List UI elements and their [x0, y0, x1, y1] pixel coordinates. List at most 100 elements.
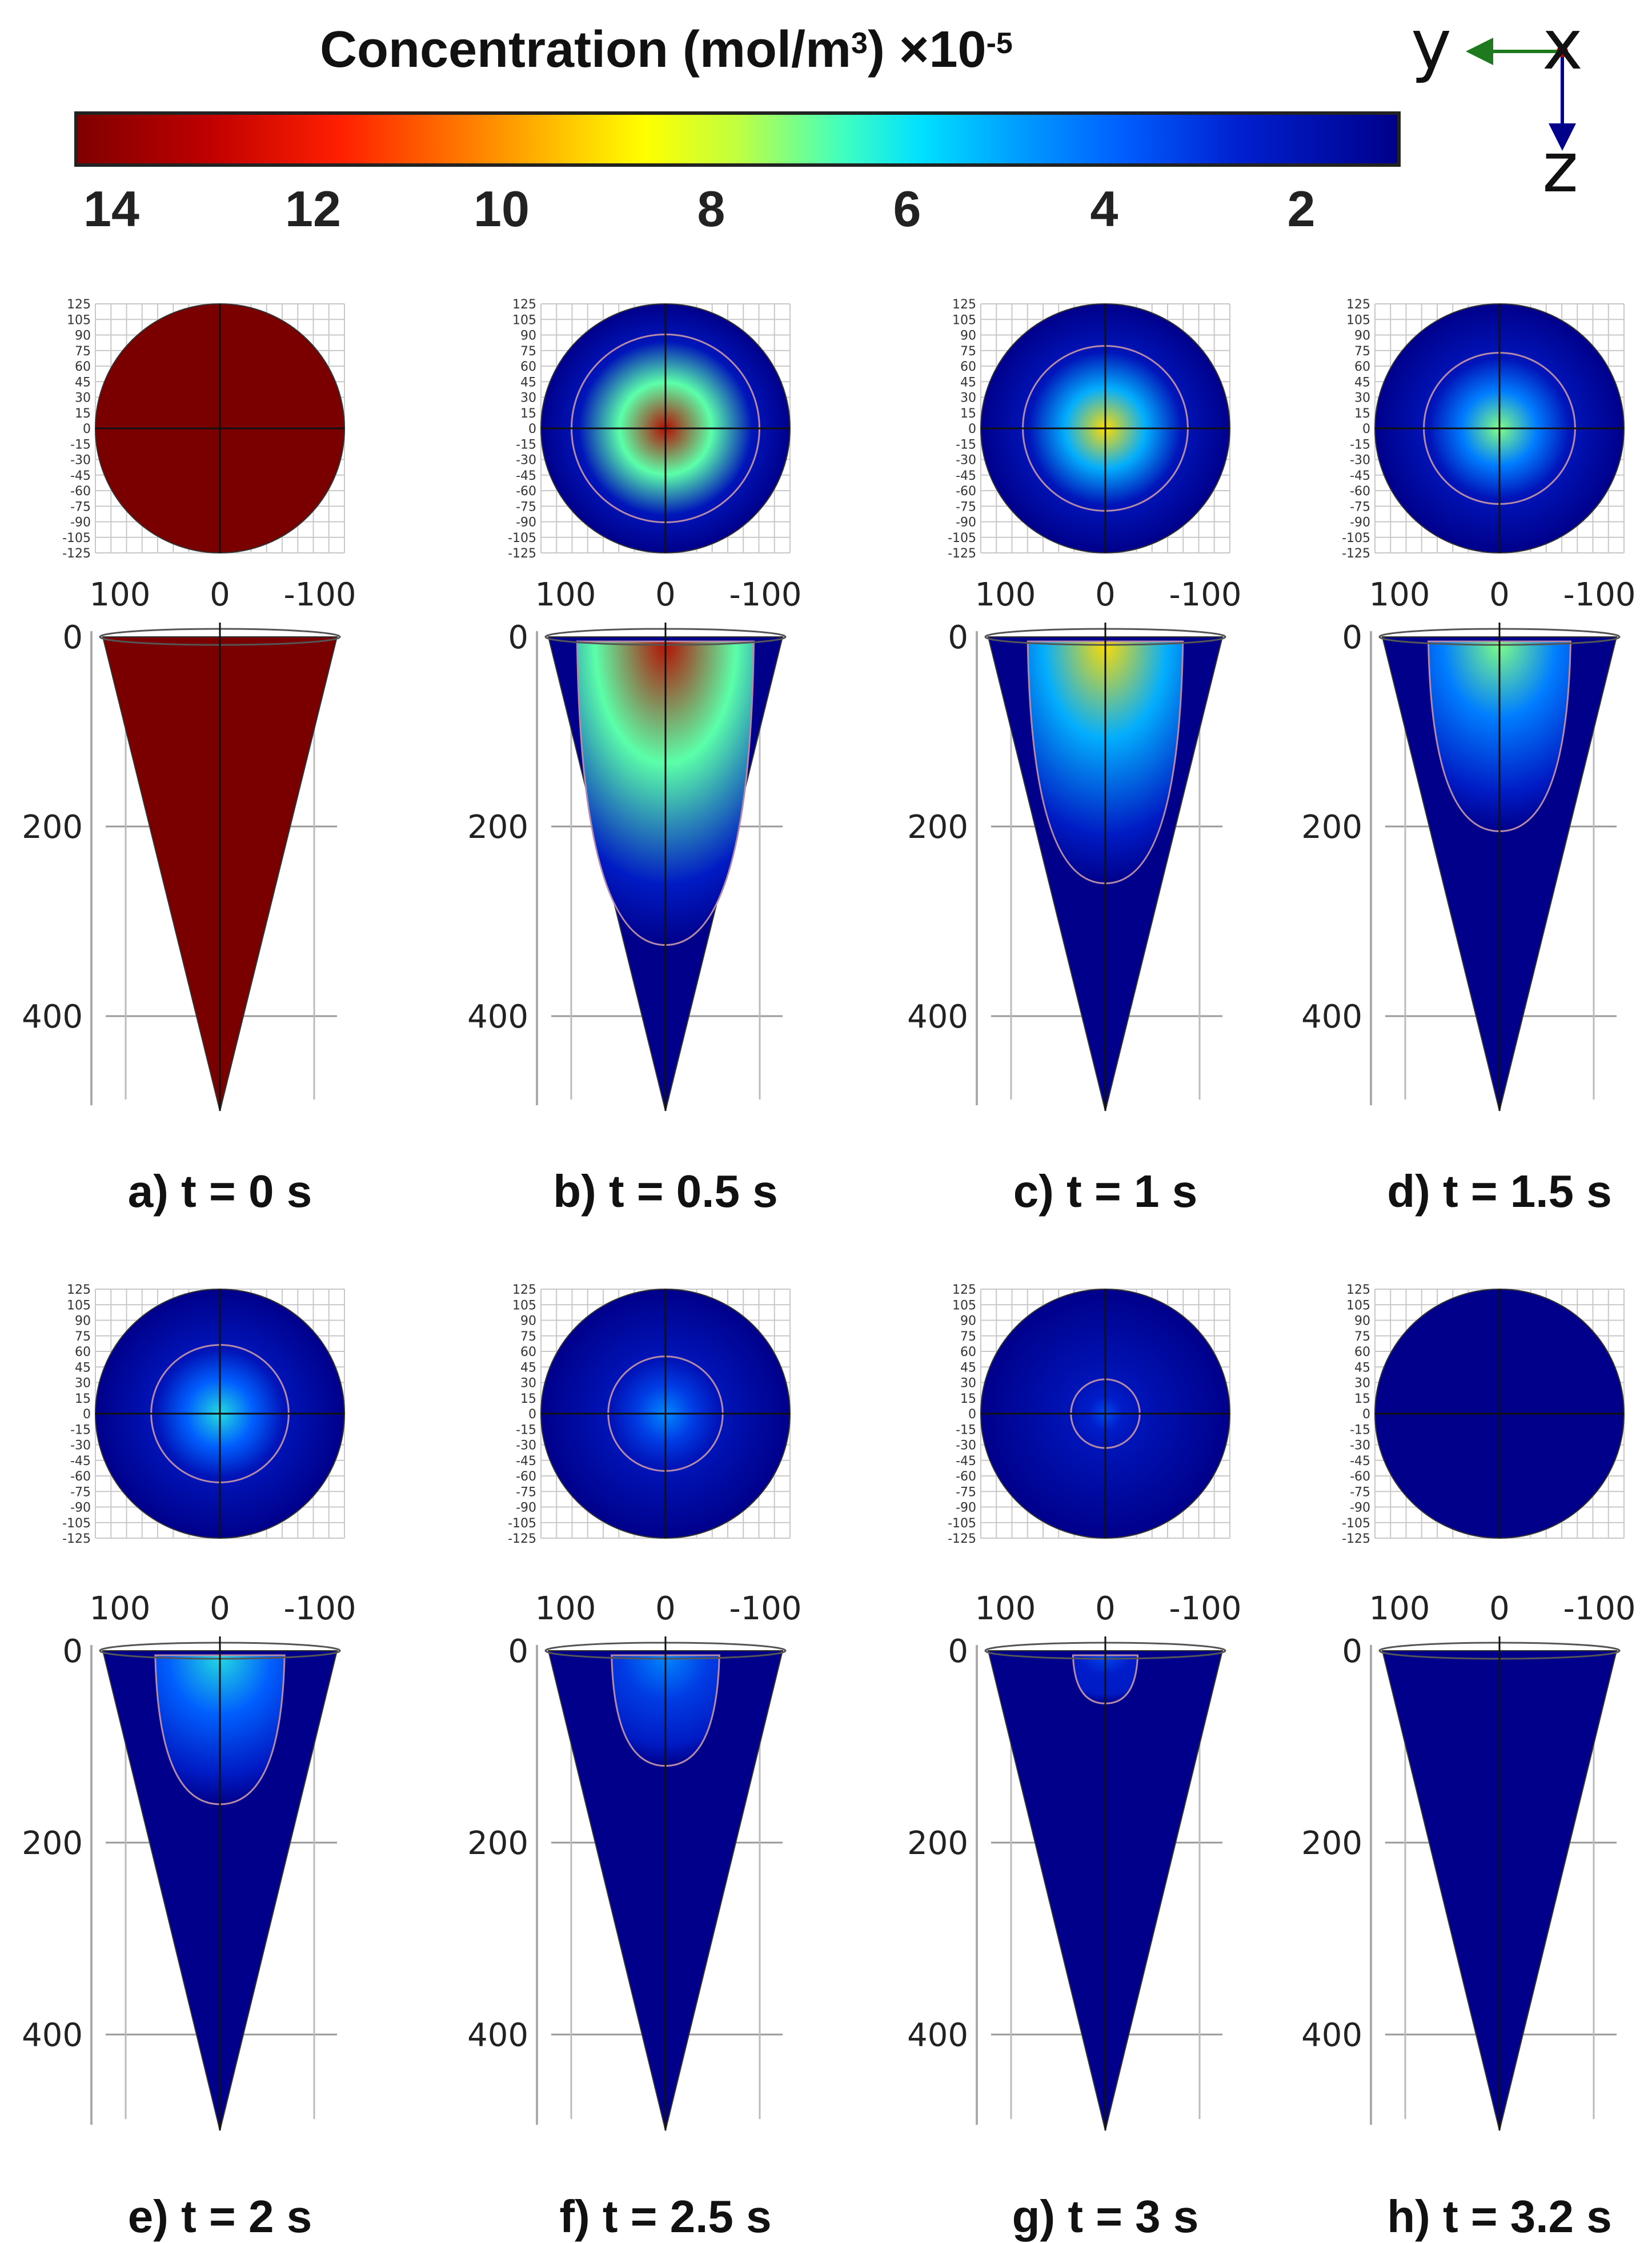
top-view-tick-label: 45 [520, 375, 536, 390]
top-view-tick-label: 90 [520, 1314, 536, 1329]
top-view-tick-label: -105 [1342, 1516, 1370, 1531]
top-view-tick-label: 105 [1346, 313, 1370, 327]
side-view-x-tick-label: 0 [210, 576, 230, 613]
panel-label: e) t = 2 s [127, 2191, 312, 2242]
top-view-tick-label: -15 [70, 438, 91, 452]
side-view-x-tick-label: -100 [729, 1590, 801, 1627]
top-view-tick-label: 45 [1354, 375, 1370, 390]
side-view-x-tick-label: -100 [1169, 1590, 1241, 1627]
top-view-tick-label: 30 [1354, 391, 1370, 406]
side-view-z-tick-label: 0 [508, 1633, 528, 1670]
top-view-tick-label: 60 [520, 1345, 536, 1359]
side-view-x-tick-label: 0 [1489, 1590, 1510, 1627]
top-view-tick-label: -15 [956, 438, 976, 452]
top-view-tick-label: -75 [956, 1485, 976, 1499]
side-view-z-tick-label: 0 [1342, 1633, 1362, 1670]
top-view-tick-label: -105 [948, 1516, 976, 1531]
top-view-tick-label: 60 [75, 360, 91, 374]
side-view-z-tick-label: 400 [907, 2017, 968, 2054]
top-view-tick-label: 30 [75, 391, 91, 406]
side-view-z-tick-label: 400 [1301, 998, 1362, 1036]
top-view-tick-label: 105 [512, 313, 536, 327]
side-view-z-tick-label: 400 [467, 998, 528, 1036]
top-view-tick-label: -90 [70, 1501, 91, 1515]
side-view-z-tick-label: 400 [467, 2017, 528, 2054]
colorbar-tick: 14 [83, 180, 139, 237]
top-view-tick-label: 15 [520, 1392, 536, 1406]
top-view-tick-label: 105 [512, 1298, 536, 1313]
top-view-tick-label: 105 [1346, 1298, 1370, 1313]
top-view-tick-label: 0 [968, 1407, 976, 1422]
side-view-z-tick-label: 400 [22, 2017, 83, 2054]
colorbar-tick: 10 [474, 180, 530, 237]
top-view-tick-label: -125 [948, 547, 976, 561]
top-view-tick-label: 30 [960, 391, 976, 406]
top-view-tick-label: 60 [1354, 1345, 1370, 1359]
top-view-tick-label: -60 [516, 1470, 536, 1484]
colorbar-title: Concentration (mol/m3) ×10-5 [320, 21, 1120, 79]
top-view-tick-label: 90 [960, 1314, 976, 1329]
top-view-tick-label: 60 [960, 1345, 976, 1359]
top-view-tick-label: -75 [1350, 500, 1370, 514]
top-view-tick-label: -90 [956, 1501, 976, 1515]
top-view-tick-label: -30 [70, 454, 91, 468]
top-view-tick-label: 30 [960, 1377, 976, 1391]
top-view-tick-label: 30 [75, 1377, 91, 1391]
top-view-tick-label: 125 [67, 1283, 91, 1297]
top-view-tick-label: 15 [75, 1392, 91, 1406]
side-view-x-tick-label: 0 [655, 576, 676, 613]
top-view-tick-label: 15 [1354, 1392, 1370, 1406]
axis-x-label: x [1542, 6, 1583, 85]
top-view-tick-label: 45 [960, 375, 976, 390]
colorbar-title-sup1: 3 [851, 27, 868, 60]
top-view-tick-label: -90 [1350, 1501, 1370, 1515]
top-view-tick-label: -125 [62, 1532, 91, 1546]
top-view-tick-label: -30 [70, 1439, 91, 1453]
top-view-tick-label: 45 [960, 1361, 976, 1375]
top-view-tick-label: -45 [70, 469, 91, 483]
axis-z-label: z [1542, 129, 1578, 208]
top-view-tick-label: 90 [1354, 1314, 1370, 1329]
side-view-x-tick-label: -100 [283, 1590, 356, 1627]
side-view-x-tick-label: 100 [975, 1590, 1036, 1627]
top-view-tick-label: 0 [968, 422, 976, 436]
top-view-tick-label: 105 [952, 313, 976, 327]
top-view-tick-label: 30 [1354, 1377, 1370, 1391]
side-view-z-tick-label: 200 [467, 1825, 528, 1862]
top-view-tick-label: 45 [520, 1361, 536, 1375]
side-view-z-tick-label: 0 [1342, 619, 1362, 656]
panel-label: d) t = 1.5 s [1387, 1166, 1612, 1217]
colorbar-tick: 6 [893, 180, 921, 237]
top-view-tick-label: -45 [956, 1454, 976, 1468]
top-view-tick-label: 0 [1362, 422, 1370, 436]
top-view-tick-label: -30 [956, 1439, 976, 1453]
top-view-tick-label: -30 [1350, 454, 1370, 468]
top-view-tick-label: -105 [1342, 531, 1370, 545]
top-view-tick-label: -105 [508, 1516, 536, 1531]
top-view-tick-label: 105 [67, 313, 91, 327]
colorbar-tick: 8 [697, 180, 725, 237]
top-view-tick-label: 30 [520, 391, 536, 406]
top-view-tick-label: -45 [516, 1454, 536, 1468]
side-view-z-tick-label: 0 [948, 619, 968, 656]
top-view-tick-label: 75 [520, 344, 536, 359]
top-view-tick-label: 45 [1354, 1361, 1370, 1375]
top-view-tick-label: 75 [960, 1330, 976, 1344]
top-view-tick-label: -15 [516, 438, 536, 452]
top-view-tick-label: 90 [75, 329, 91, 343]
side-view-x-tick-label: -100 [283, 576, 356, 613]
top-view-tick-label: 30 [520, 1377, 536, 1391]
top-view-tick-label: -30 [516, 454, 536, 468]
top-view-tick-label: -90 [516, 1501, 536, 1515]
top-view-tick-label: -15 [516, 1423, 536, 1437]
top-view-tick-label: -75 [956, 500, 976, 514]
top-view-tick-label: -60 [1350, 484, 1370, 499]
top-view-tick-label: 45 [75, 1361, 91, 1375]
panel-label: c) t = 1 s [1013, 1166, 1198, 1217]
top-view-tick-label: 125 [952, 1283, 976, 1297]
top-view-tick-label: -30 [516, 1439, 536, 1453]
side-view-z-tick-label: 200 [1301, 809, 1362, 846]
top-view-tick-label: -90 [956, 516, 976, 530]
top-view-tick-label: 125 [512, 1283, 536, 1297]
top-view-tick-label: -105 [62, 531, 91, 545]
